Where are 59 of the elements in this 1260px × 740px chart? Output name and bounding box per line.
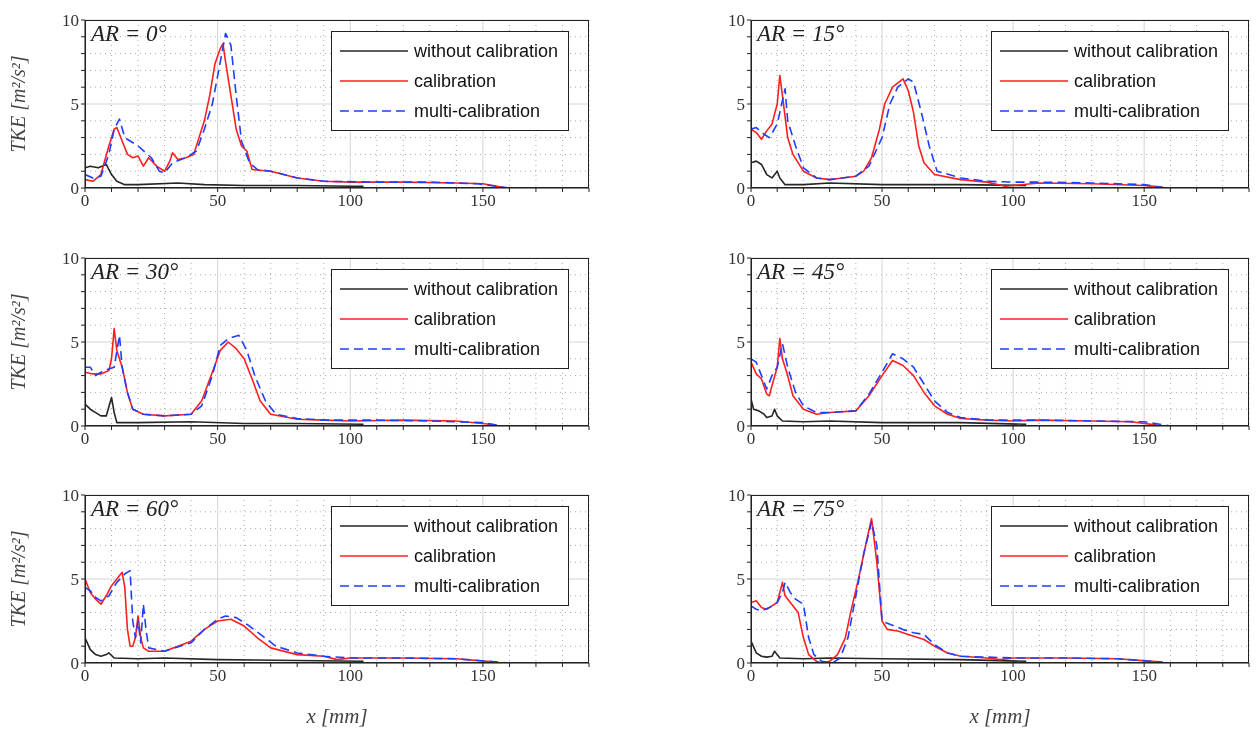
legend-label: calibration: [1073, 308, 1156, 330]
legend-label: multi-calibration: [413, 338, 540, 360]
legend-label: without calibration: [413, 515, 558, 537]
legend-label: without calibration: [413, 40, 558, 62]
x-tick-label: 100: [337, 429, 364, 449]
legend-label: calibration: [1073, 70, 1156, 92]
chart-title: AR = 30°: [91, 259, 179, 285]
y-tick-label: 5: [70, 333, 79, 353]
y-axis-title: TKE [m²/s²]: [7, 55, 30, 153]
legend-label: calibration: [413, 70, 496, 92]
y-tick-label: 10: [728, 486, 745, 506]
legend-label: without calibration: [1073, 40, 1218, 62]
x-tick-label: 100: [337, 666, 364, 686]
x-axis-title: x [mm]: [305, 704, 368, 728]
y-tick-label: 5: [736, 95, 745, 115]
chart-title: AR = 45°: [757, 259, 845, 285]
y-tick-label: 5: [736, 333, 745, 353]
x-tick-label: 100: [1000, 429, 1026, 449]
x-tick-label: 150: [1131, 429, 1157, 449]
y-axis-title: TKE [m²/s²]: [7, 293, 30, 391]
x-tick-label: 50: [209, 191, 227, 211]
x-tick-label: 50: [873, 666, 891, 686]
legend-label: multi-calibration: [1073, 575, 1200, 597]
legend-label: calibration: [1073, 545, 1156, 567]
y-tick-label: 10: [728, 249, 745, 269]
x-tick-label: 50: [209, 666, 227, 686]
x-tick-label: 150: [470, 666, 496, 686]
legend-label: multi-calibration: [413, 575, 540, 597]
chart-title: AR = 75°: [757, 496, 845, 522]
x-tick-label: 150: [1131, 191, 1157, 211]
x-tick-label: 150: [1131, 666, 1157, 686]
legend-label: multi-calibration: [1073, 338, 1200, 360]
y-tick-label: 5: [70, 95, 79, 115]
legend-label: multi-calibration: [1073, 100, 1200, 122]
x-tick-label: 100: [1000, 666, 1026, 686]
y-tick-label: 10: [62, 486, 79, 506]
chart-title: AR = 60°: [91, 496, 179, 522]
y-tick-label: 5: [70, 570, 79, 590]
x-tick-label: 50: [209, 429, 227, 449]
x-tick-label: 150: [470, 429, 496, 449]
y-axis-title: TKE [m²/s²]: [7, 530, 30, 628]
x-tick-label: 100: [1000, 191, 1026, 211]
x-tick-label: 50: [873, 429, 891, 449]
y-tick-label: 5: [736, 570, 745, 590]
legend-label: multi-calibration: [413, 100, 540, 122]
legend-label: without calibration: [413, 278, 558, 300]
chart-title: AR = 15°: [757, 21, 845, 47]
legend-label: calibration: [413, 545, 496, 567]
x-tick-label: 50: [873, 191, 891, 211]
legend-label: without calibration: [1073, 278, 1218, 300]
legend-label: without calibration: [1073, 515, 1218, 537]
x-axis-title: x [mm]: [968, 704, 1031, 728]
y-tick-label: 10: [62, 249, 79, 269]
chart-title: AR = 0°: [91, 21, 167, 47]
y-tick-label: 10: [62, 11, 79, 31]
x-tick-label: 100: [337, 191, 364, 211]
legend-label: calibration: [413, 308, 496, 330]
y-tick-label: 10: [728, 11, 745, 31]
x-tick-label: 150: [470, 191, 496, 211]
